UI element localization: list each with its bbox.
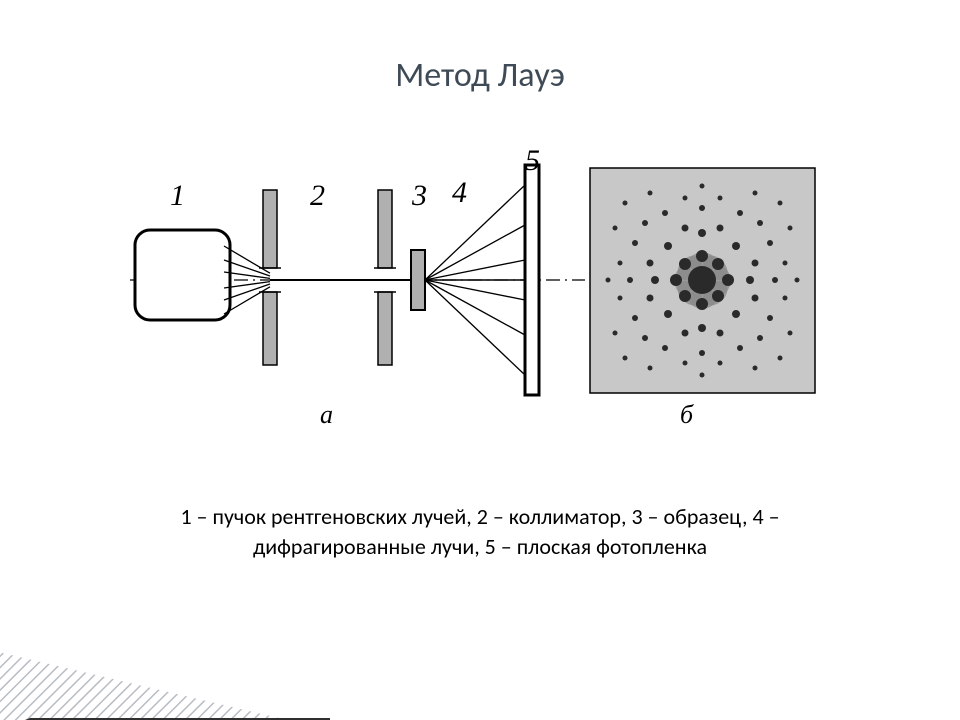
- svg-text:4: 4: [452, 176, 467, 209]
- caption-line-1: 1 – пучок рентгеновских лучей, 2 – колли…: [180, 503, 779, 530]
- svg-text:1: 1: [170, 179, 185, 212]
- caption-line-2: дифрагированные лучи, 5 – плоская фотопл…: [253, 533, 707, 560]
- svg-text:5: 5: [525, 150, 540, 177]
- sublabel-a: а: [320, 400, 333, 430]
- laue-diagram: 1 2 34 5: [130, 150, 830, 410]
- slide-title: Метод Лауэ: [0, 55, 960, 96]
- svg-text:2: 2: [310, 179, 325, 212]
- svg-text:3: 3: [411, 179, 427, 212]
- caption: 1 – пучок рентгеновских лучей, 2 – колли…: [100, 502, 860, 561]
- figure: 1 2 34 5: [130, 150, 830, 440]
- sublabel-b: б: [680, 400, 693, 430]
- slide-decor: [0, 620, 330, 720]
